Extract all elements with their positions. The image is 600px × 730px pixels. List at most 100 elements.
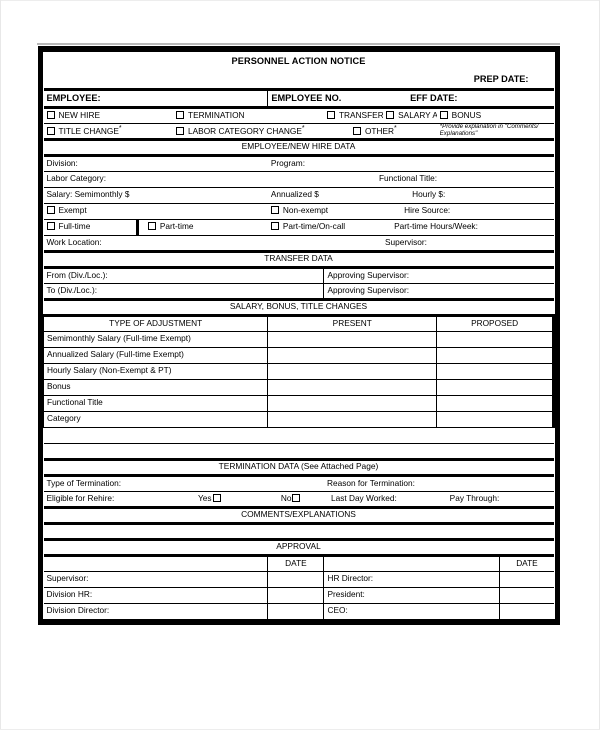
reason-for-termination-label: Reason for Termination: — [326, 477, 415, 488]
approval-row: Supervisor: HR Director: — [43, 570, 554, 588]
checkbox-icon[interactable] — [46, 206, 55, 215]
table-row: Bonus — [42, 378, 555, 396]
checkbox-label: NEW HIRE — [58, 109, 101, 120]
checkbox-icon[interactable] — [386, 110, 395, 119]
section-title-transfer-data: TRANSFER DATA — [43, 250, 554, 269]
section-title-termination-data: TERMINATION DATA (See Attached Page) — [43, 458, 554, 477]
adjustment-proposed[interactable] — [436, 330, 555, 348]
checkbox-full-time[interactable]: Full-time — [46, 221, 91, 232]
adjustment-present[interactable] — [267, 362, 438, 380]
approval-date-left[interactable] — [267, 570, 325, 588]
adjustment-present[interactable] — [267, 330, 438, 348]
labor-category-label: Labor Category: — [46, 173, 107, 184]
approval-role-left: Supervisor: — [43, 570, 269, 588]
comments-input[interactable] — [43, 522, 554, 541]
checkbox-icon[interactable] — [326, 110, 335, 119]
checkbox-icon[interactable] — [352, 126, 361, 135]
checkbox-icon[interactable] — [270, 222, 279, 231]
page-edge-top — [0, 0, 600, 1]
checkbox-icon[interactable] — [46, 126, 55, 135]
eff-date-label: EFF DATE: — [410, 92, 458, 103]
adjustment-proposed[interactable] — [436, 346, 555, 364]
checkbox-label: Full-time — [58, 221, 91, 232]
checkbox-label: OTHER — [364, 125, 395, 136]
adjustment-proposed[interactable] — [436, 394, 555, 412]
checkbox-icon[interactable] — [439, 110, 448, 119]
annualized-label: Annualized $ — [270, 189, 319, 200]
adjustment-present[interactable] — [267, 378, 438, 396]
checkbox-new-hire[interactable]: NEW HIRE — [46, 109, 101, 121]
checkbox-icon[interactable] — [147, 222, 156, 231]
adjustment-present[interactable] — [267, 394, 438, 412]
program-label: Program: — [270, 157, 305, 168]
adjustment-proposed[interactable] — [436, 378, 555, 396]
termination-type-row: Type of Termination: Reason for Terminat… — [43, 474, 554, 492]
adjustment-present[interactable] — [267, 346, 438, 364]
yes-label: Yes — [198, 492, 212, 503]
form-table: PERSONNEL ACTION NOTICE PREP DATE: EMPLO… — [42, 52, 555, 619]
comments-box-row — [43, 522, 554, 541]
checkbox-non-exempt[interactable]: Non-exempt — [270, 205, 328, 216]
adjustment-proposed[interactable] — [436, 410, 555, 428]
checkbox-label: Part-time/On-call — [282, 221, 346, 232]
col-header-present: PRESENT — [267, 314, 438, 332]
no-label: No — [280, 492, 292, 503]
checkbox-part-time[interactable]: Part-time — [142, 221, 194, 232]
checkbox-other[interactable]: OTHER* — [327, 125, 397, 136]
approval-date-header-right: DATE — [499, 554, 554, 572]
employee-header-row: EMPLOYEE: EMPLOYEE NO. EFF DATE: — [43, 87, 554, 109]
checkbox-rehire-no[interactable]: No — [271, 492, 301, 504]
adjustment-proposed[interactable] — [436, 362, 555, 380]
checkbox-icon[interactable] — [46, 110, 55, 119]
employee-no-label: EMPLOYEE NO. — [271, 92, 342, 103]
salary-semimonthly-label: Salary: Semimonthly $ — [46, 189, 130, 200]
approval-role-right: President: — [323, 586, 501, 604]
spacer-row — [43, 426, 554, 444]
checkbox-part-time-oncall[interactable]: Part-time/On-call — [270, 221, 346, 232]
comments-section-header: COMMENTS/EXPLANATIONS — [43, 506, 554, 525]
checkbox-exempt[interactable]: Exempt — [46, 205, 87, 216]
hourly-label: Hourly $: — [412, 189, 446, 200]
approval-date-right[interactable] — [499, 586, 554, 604]
approval-date-right[interactable] — [499, 602, 554, 619]
checkbox-label: Part-time — [159, 221, 194, 232]
approval-date-left[interactable] — [267, 586, 325, 604]
transfer-from-row: From (Div./Loc.): Approving Supervisor: — [43, 266, 554, 284]
checkbox-salary-adjust[interactable]: SALARY ADJUST — [386, 110, 437, 121]
table-row: Semimonthly Salary (Full-time Exempt) — [42, 330, 555, 348]
checkbox-icon[interactable] — [212, 493, 221, 502]
checkbox-transfer[interactable]: TRANSFER — [326, 110, 383, 121]
approving-supervisor-label: Approving Supervisor: — [327, 284, 410, 295]
checkbox-icon[interactable] — [176, 110, 185, 119]
checkbox-title-change[interactable]: TITLE CHANGE* — [46, 125, 122, 136]
employee-label: EMPLOYEE: — [46, 92, 101, 103]
adjustment-type: Annualized Salary (Full-time Exempt) — [42, 346, 269, 364]
approval-date-left[interactable] — [267, 602, 325, 619]
approval-date-right[interactable] — [499, 570, 554, 588]
adjustment-type: Category — [42, 410, 269, 428]
checkbox-label: BONUS — [451, 109, 482, 120]
division-label: Division: — [46, 157, 78, 168]
adjustment-present[interactable] — [267, 410, 438, 428]
checkbox-termination[interactable]: TERMINATION — [176, 109, 245, 121]
action-checkbox-row-2: TITLE CHANGE* LABOR CATEGORY CHANGE* OTH… — [43, 122, 554, 141]
page-title: PERSONNEL ACTION NOTICE — [231, 56, 366, 67]
checkbox-icon[interactable] — [292, 493, 301, 502]
checkbox-label: TITLE CHANGE — [58, 125, 119, 136]
section-title-employee-data: EMPLOYEE/NEW HIRE DATA — [43, 137, 554, 157]
col-header-proposed: PROPOSED — [436, 314, 555, 332]
checkbox-icon[interactable] — [270, 206, 279, 215]
division-program-row: Division: Program: — [43, 154, 554, 172]
checkbox-label: TERMINATION — [188, 109, 245, 120]
approval-date-header-left: DATE — [267, 554, 325, 572]
checkbox-bonus[interactable]: BONUS — [439, 109, 482, 121]
full-part-time-row: Full-time Part-time Part-time/On-call Pa… — [43, 218, 554, 236]
checkbox-icon[interactable] — [176, 126, 185, 135]
checkbox-rehire-yes[interactable]: Yes — [176, 492, 221, 504]
checkbox-labor-category-change[interactable]: LABOR CATEGORY CHANGE* — [176, 125, 305, 136]
asterisk-icon: * — [394, 124, 397, 132]
adjustment-type: Bonus — [42, 378, 269, 396]
checkbox-icon[interactable] — [46, 222, 55, 231]
transfer-data-section-header: TRANSFER DATA — [43, 250, 554, 269]
